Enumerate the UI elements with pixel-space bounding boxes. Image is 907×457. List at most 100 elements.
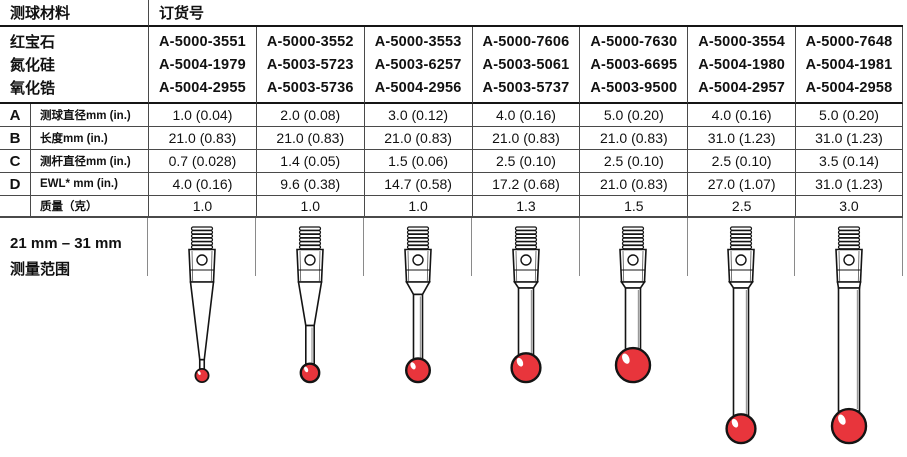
material-ruby: 红宝石 bbox=[10, 34, 56, 51]
stylus-illustration-5 bbox=[603, 226, 663, 386]
stylus-drawing bbox=[509, 226, 542, 384]
length-value: 21.0 (0.83) bbox=[255, 127, 364, 150]
part-number: A-5004-2957 bbox=[698, 80, 786, 96]
part-number: A-5000-3553 bbox=[374, 34, 462, 50]
stylus-drawing bbox=[188, 226, 216, 383]
part-number: A-5003-5736 bbox=[266, 80, 354, 96]
part-number: A-5004-1979 bbox=[159, 57, 246, 73]
stylus-drawing bbox=[725, 226, 757, 445]
column-separator-stub bbox=[363, 218, 364, 276]
row-label-ewl: EWL* mm (in.) bbox=[30, 173, 148, 196]
row-letter-d: D bbox=[0, 173, 30, 196]
part-number: A-5000-7648 bbox=[805, 34, 893, 50]
ball-diameter-value: 5.0 (0.20) bbox=[795, 104, 903, 127]
part-number: A-5000-7630 bbox=[590, 34, 678, 50]
row-label-ball-diameter: 测球直径mm (in.) bbox=[30, 104, 148, 127]
part-number: A-5000-3554 bbox=[698, 34, 786, 50]
length-value: 21.0 (0.83) bbox=[579, 127, 688, 150]
stem-diameter-value: 2.5 (0.10) bbox=[471, 150, 580, 173]
column-separator-stub bbox=[255, 218, 256, 276]
row-label-stem-diameter: 测杆直径mm (in.) bbox=[30, 150, 148, 173]
column-separator-stub bbox=[579, 218, 580, 276]
part-number: A-5004-1980 bbox=[698, 57, 786, 73]
part-numbers-col-1: A-5000-3551 A-5004-1979 A-5004-2955 bbox=[148, 27, 256, 104]
part-number: A-5003-9500 bbox=[590, 80, 678, 96]
ball-diameter-value: 4.0 (0.16) bbox=[687, 104, 796, 127]
measuring-range-label: 测量范围 bbox=[10, 261, 71, 278]
column-separator-stub bbox=[794, 218, 795, 276]
part-numbers-col-5: A-5000-7630 A-5003-6695 A-5003-9500 bbox=[579, 27, 688, 104]
part-numbers-col-2: A-5000-3552 A-5003-5723 A-5003-5736 bbox=[255, 27, 364, 104]
row-label-mass: 质量（克） bbox=[30, 196, 148, 218]
part-number: A-5003-6695 bbox=[590, 57, 678, 73]
mass-value: 2.5 bbox=[687, 196, 796, 218]
ewl-value: 31.0 (1.23) bbox=[795, 173, 903, 196]
column-header-material: 测球材料 bbox=[0, 0, 148, 27]
stylus-drawing bbox=[403, 226, 432, 384]
part-number: A-5004-2958 bbox=[805, 80, 893, 96]
column-separator-stub bbox=[471, 218, 472, 276]
length-value: 31.0 (1.23) bbox=[795, 127, 903, 150]
length-value: 21.0 (0.83) bbox=[471, 127, 580, 150]
ewl-value: 17.2 (0.68) bbox=[471, 173, 580, 196]
stylus-drawing bbox=[295, 226, 324, 384]
ball-diameter-value: 3.0 (0.12) bbox=[363, 104, 472, 127]
part-number: A-5000-7606 bbox=[482, 34, 570, 50]
length-value: 21.0 (0.83) bbox=[363, 127, 472, 150]
part-number: A-5003-6257 bbox=[374, 57, 462, 73]
stylus-illustration-6 bbox=[711, 226, 771, 447]
part-number: A-5000-3551 bbox=[159, 34, 246, 50]
column-separator-stub bbox=[147, 218, 148, 276]
ball-diameter-value: 2.0 (0.08) bbox=[255, 104, 364, 127]
stylus-spec-table: 测球材料 订货号 红宝石 氮化硅 氧化锆 A-5000-3551 A-5004-… bbox=[0, 0, 903, 218]
ewl-value: 4.0 (0.16) bbox=[148, 173, 256, 196]
stylus-drawing bbox=[615, 226, 652, 384]
material-zirconia: 氧化锆 bbox=[10, 80, 56, 97]
part-number: A-5004-2956 bbox=[374, 80, 462, 96]
part-number: A-5003-5723 bbox=[266, 57, 354, 73]
ewl-value: 9.6 (0.38) bbox=[255, 173, 364, 196]
part-number: A-5000-3552 bbox=[266, 34, 354, 50]
part-numbers-col-4: A-5000-7606 A-5003-5061 A-5003-5737 bbox=[471, 27, 580, 104]
mass-value: 1.0 bbox=[363, 196, 472, 218]
mass-value: 1.5 bbox=[579, 196, 688, 218]
column-separator-stub bbox=[687, 218, 688, 276]
stylus-illustration-1 bbox=[172, 226, 232, 386]
mass-value: 3.0 bbox=[795, 196, 903, 218]
part-number: A-5003-5737 bbox=[482, 80, 570, 96]
row-letter-b: B bbox=[0, 127, 30, 150]
stem-diameter-value: 0.7 (0.028) bbox=[148, 150, 256, 173]
part-numbers-col-3: A-5000-3553 A-5003-6257 A-5004-2956 bbox=[363, 27, 472, 104]
measuring-range-note: 21 mm – 31 mm 测量范围 bbox=[10, 231, 122, 283]
mass-value: 1.3 bbox=[471, 196, 580, 218]
stem-diameter-value: 2.5 (0.10) bbox=[579, 150, 688, 173]
stylus-drawing bbox=[830, 226, 868, 445]
row-letter-c: C bbox=[0, 150, 30, 173]
row-label-length: 长度mm (in.) bbox=[30, 127, 148, 150]
stylus-illustration-2 bbox=[280, 226, 340, 386]
stem-diameter-value: 1.5 (0.06) bbox=[363, 150, 472, 173]
length-value: 31.0 (1.23) bbox=[687, 127, 796, 150]
material-names-cell: 红宝石 氮化硅 氧化锆 bbox=[0, 27, 148, 104]
stem-diameter-value: 2.5 (0.10) bbox=[687, 150, 796, 173]
ewl-value: 14.7 (0.58) bbox=[363, 173, 472, 196]
ewl-value: 27.0 (1.07) bbox=[687, 173, 796, 196]
part-numbers-col-7: A-5000-7648 A-5004-1981 A-5004-2958 bbox=[795, 27, 903, 104]
part-number: A-5004-2955 bbox=[159, 80, 246, 96]
column-header-order-number: 订货号 bbox=[148, 0, 903, 27]
stylus-illustration-3 bbox=[388, 226, 448, 386]
row-letter-a: A bbox=[0, 104, 30, 127]
part-number: A-5003-5061 bbox=[482, 57, 570, 73]
row-letter-mass-empty bbox=[0, 196, 30, 218]
stem-diameter-value: 1.4 (0.05) bbox=[255, 150, 364, 173]
material-silicon-nitride: 氮化硅 bbox=[10, 57, 56, 74]
ewl-value: 21.0 (0.83) bbox=[579, 173, 688, 196]
stem-diameter-value: 3.5 (0.14) bbox=[795, 150, 903, 173]
stylus-illustration-7 bbox=[819, 226, 879, 447]
measuring-range-values: 21 mm – 31 mm bbox=[10, 235, 122, 252]
part-numbers-col-6: A-5000-3554 A-5004-1980 A-5004-2957 bbox=[687, 27, 796, 104]
ball-diameter-value: 1.0 (0.04) bbox=[148, 104, 256, 127]
mass-value: 1.0 bbox=[255, 196, 364, 218]
ball-diameter-value: 5.0 (0.20) bbox=[579, 104, 688, 127]
